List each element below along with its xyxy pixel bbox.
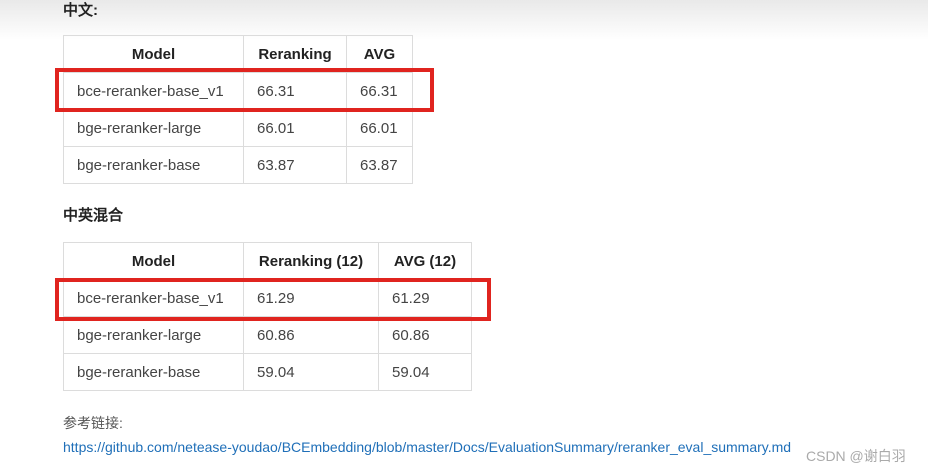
cell: bge-reranker-large [63,109,244,147]
header-row: Model Reranking (12) AVG (12) [63,242,472,280]
data-row: bce-reranker-base_v1 66.31 66.31 [63,72,413,110]
watermark: CSDN @谢白羽 [806,448,906,464]
top-band [0,0,928,40]
cell: bce-reranker-base_v1 [63,72,244,110]
header-cell: Reranking (12) [243,242,379,280]
header-row: Model Reranking AVG [63,35,413,73]
data-row: bge-reranker-base 59.04 59.04 [63,353,472,391]
header-cell: Model [63,35,244,73]
cell: 60.86 [243,316,379,354]
results-table: Model Reranking AVG bce-reranker-base_v1 66.… [63,35,413,184]
cell: 66.01 [243,109,347,147]
cell: 63.87 [346,146,413,184]
cell: 59.04 [243,353,379,391]
cell: 59.04 [378,353,472,391]
results-table: Model Reranking (12) AVG (12) bce-reranker-… [63,242,472,391]
cell: 66.01 [346,109,413,147]
cell: bge-reranker-base [63,353,244,391]
reference-label: 参考链接: [63,415,123,431]
cell: bge-reranker-base [63,146,244,184]
data-row: bge-reranker-base 63.87 63.87 [63,146,413,184]
header-cell: Reranking [243,35,347,73]
header-cell: AVG [346,35,413,73]
cell: bge-reranker-large [63,316,244,354]
section-heading: 中英混合 [63,207,124,224]
header-cell: AVG (12) [378,242,472,280]
data-row: bge-reranker-large 66.01 66.01 [63,109,413,147]
cell: 66.31 [243,72,347,110]
cell: 60.86 [378,316,472,354]
header-cell: Model [63,242,244,280]
data-row: bge-reranker-large 60.86 60.86 [63,316,472,354]
cell: 61.29 [378,279,472,317]
highlight-box [55,68,434,112]
cell: 63.87 [243,146,347,184]
section-heading: 中文: [63,2,98,19]
highlight-box [55,278,491,321]
reference-link[interactable]: https://github.com/netease-youdao/BCEmbe… [63,439,792,455]
cell: 61.29 [243,279,379,317]
